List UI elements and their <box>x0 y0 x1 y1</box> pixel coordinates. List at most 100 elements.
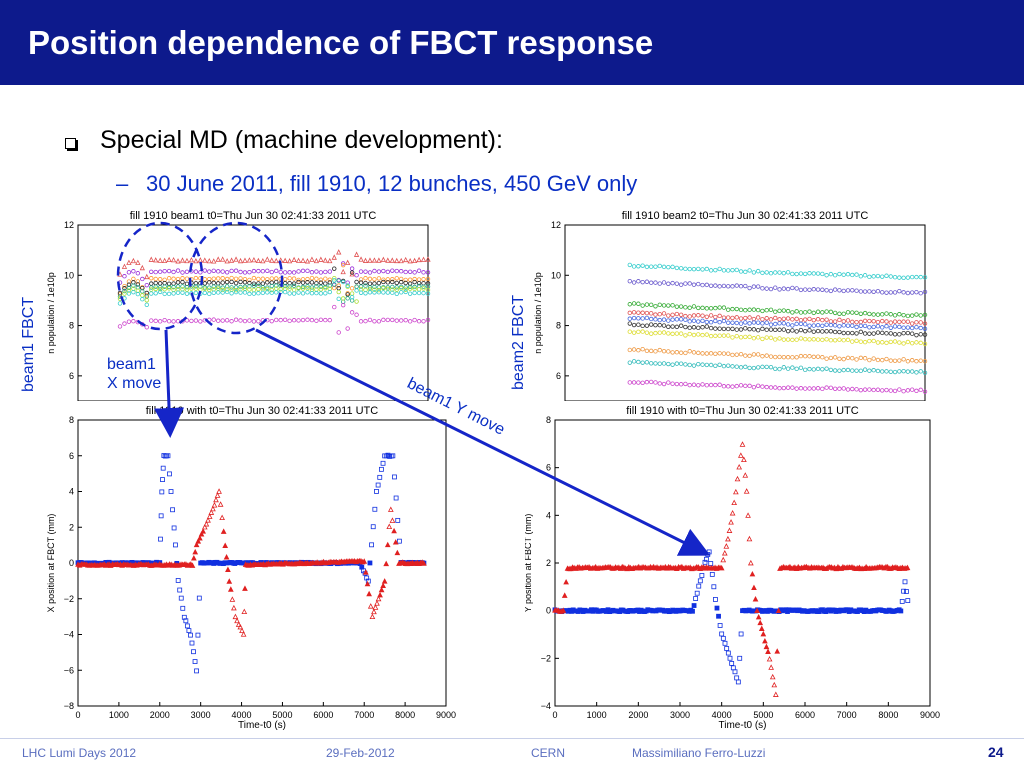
data-point <box>238 269 243 275</box>
data-point <box>700 313 705 318</box>
data-point <box>130 257 137 264</box>
data-point <box>722 640 728 646</box>
data-point <box>732 488 739 495</box>
data-point <box>768 327 774 332</box>
data-point <box>144 302 149 308</box>
chart-title: fill 1910 with t0=Thu Jun 30 02:41:33 20… <box>626 405 859 417</box>
data-point <box>648 379 654 385</box>
data-point <box>738 365 744 370</box>
data-point <box>345 280 350 285</box>
data-point <box>627 310 632 316</box>
data-point <box>815 337 821 342</box>
data-point <box>269 283 274 289</box>
data-point <box>666 331 671 336</box>
data-point <box>121 263 128 269</box>
data-point <box>902 579 908 585</box>
data-point <box>899 599 905 604</box>
data-point <box>824 337 829 342</box>
data-point <box>832 272 838 278</box>
data-point <box>815 328 821 334</box>
data-point <box>265 268 270 273</box>
data-point <box>914 359 919 364</box>
data-point <box>216 488 222 494</box>
data-point <box>704 382 710 388</box>
data-point <box>841 356 846 362</box>
data-point <box>811 287 816 292</box>
data-point <box>905 319 911 324</box>
data-point <box>269 276 274 281</box>
data-point <box>640 380 645 386</box>
data-point <box>157 269 163 274</box>
data-point <box>743 269 748 275</box>
data-point <box>820 287 825 292</box>
data-point <box>781 337 787 342</box>
data-point <box>905 290 911 296</box>
data-point <box>811 310 816 316</box>
data-point <box>903 589 909 594</box>
data-point <box>394 287 399 292</box>
data-point <box>323 291 328 296</box>
data-point <box>224 270 230 275</box>
data-point <box>255 257 262 264</box>
data-point <box>691 313 697 318</box>
data-point <box>385 317 391 323</box>
data-point <box>820 386 825 392</box>
data-point <box>683 333 688 338</box>
data-point <box>300 286 306 291</box>
data-point <box>126 291 132 296</box>
data-point <box>815 271 821 276</box>
data-point <box>425 291 431 296</box>
data-point <box>749 570 756 577</box>
data-point <box>188 256 195 263</box>
data-point <box>269 290 274 295</box>
data-point <box>867 368 872 373</box>
data-point <box>897 369 902 374</box>
data-point <box>905 330 911 336</box>
y-tick-label: 10 <box>551 270 561 280</box>
data-point <box>165 453 171 459</box>
data-point <box>390 287 395 292</box>
data-point <box>291 270 297 275</box>
data-point <box>734 306 739 312</box>
data-point <box>653 280 658 285</box>
data-point <box>696 361 701 367</box>
data-point <box>755 613 762 620</box>
data-point <box>233 256 239 262</box>
data-point <box>385 290 391 295</box>
data-point <box>278 317 283 323</box>
x-tick-label: 9000 <box>436 710 456 720</box>
data-point <box>407 281 413 286</box>
data-point <box>251 283 257 288</box>
data-point <box>196 535 203 541</box>
data-point <box>636 301 641 306</box>
data-point <box>220 318 225 323</box>
data-point <box>807 328 812 333</box>
data-point <box>214 492 221 498</box>
y-tick-label: 2 <box>546 558 551 568</box>
data-point <box>211 276 216 281</box>
data-point <box>354 299 359 304</box>
data-point <box>760 384 765 389</box>
data-point <box>678 312 684 317</box>
data-point <box>648 348 654 354</box>
data-point <box>777 354 782 360</box>
data-point <box>396 538 402 544</box>
data-point <box>349 270 355 275</box>
data-point <box>725 535 731 542</box>
y-position-chart: fill 1910 with t0=Thu Jun 30 02:41:33 20… <box>525 405 940 731</box>
data-point <box>905 598 911 603</box>
footer-author: Massimiliano Ferro-Luzzi <box>632 746 766 760</box>
data-point <box>837 311 842 316</box>
data-point <box>862 273 868 278</box>
data-point <box>374 600 380 606</box>
data-point <box>225 566 231 573</box>
data-point <box>210 505 216 512</box>
data-point <box>385 277 391 282</box>
data-point <box>764 316 769 321</box>
data-point <box>354 288 359 293</box>
data-point <box>905 325 911 330</box>
data-point <box>798 336 804 341</box>
data-point <box>200 528 206 534</box>
x-tick-label: 6000 <box>795 710 815 720</box>
data-point <box>135 279 141 284</box>
